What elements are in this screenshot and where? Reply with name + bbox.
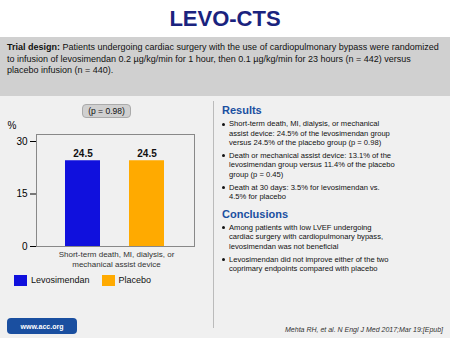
svg-text:24.5: 24.5 [73, 148, 93, 159]
svg-text:0: 0 [22, 241, 28, 250]
html-text:Short-term death, MI, dialysis: Short-term death, MI, dialysis, or mecha… [58, 250, 175, 269]
html-text:www.acc.org: www.acc.org [20, 322, 64, 330]
html-text:Mehta RH, et al. N Engl J Med: Mehta RH, et al. N Engl J Med 2017;Mar 1… [285, 326, 443, 333]
svg-text:24.5: 24.5 [137, 148, 157, 159]
svg-text:30: 30 [16, 136, 28, 147]
html-text:(p = 0.98): (p = 0.98) [88, 106, 125, 116]
html-text:Results: Results [222, 104, 262, 116]
html-text:Death or mechanical assist dev: Death or mechanical assist device: 13.1%… [229, 150, 395, 179]
html-text:Levosimendan: Levosimendan [31, 275, 90, 285]
html-text:Among patients with low LVEF u: Among patients with low LVEF undergoing … [229, 222, 384, 251]
html-text:LEVO-CTS: LEVO-CTS [169, 5, 281, 31]
html-text:Placebo: Placebo [118, 275, 152, 285]
html-text:Short-term death, MI, dialysis: Short-term death, MI, dialysis, or mecha… [229, 119, 390, 148]
html-text:Death at 30 days: 3.5% for lev: Death at 30 days: 3.5% for levosimendan … [229, 182, 380, 202]
html-text:Levosimendan did not improve e: Levosimendan did not improve either of t… [229, 254, 389, 274]
svg-text:%: % [8, 120, 17, 131]
html-text:Trial design: Patients undergo: Trial design: Patients undergoing cardia… [7, 42, 439, 75]
svg-text:15: 15 [16, 188, 28, 199]
html-text:Conclusions: Conclusions [222, 207, 288, 220]
